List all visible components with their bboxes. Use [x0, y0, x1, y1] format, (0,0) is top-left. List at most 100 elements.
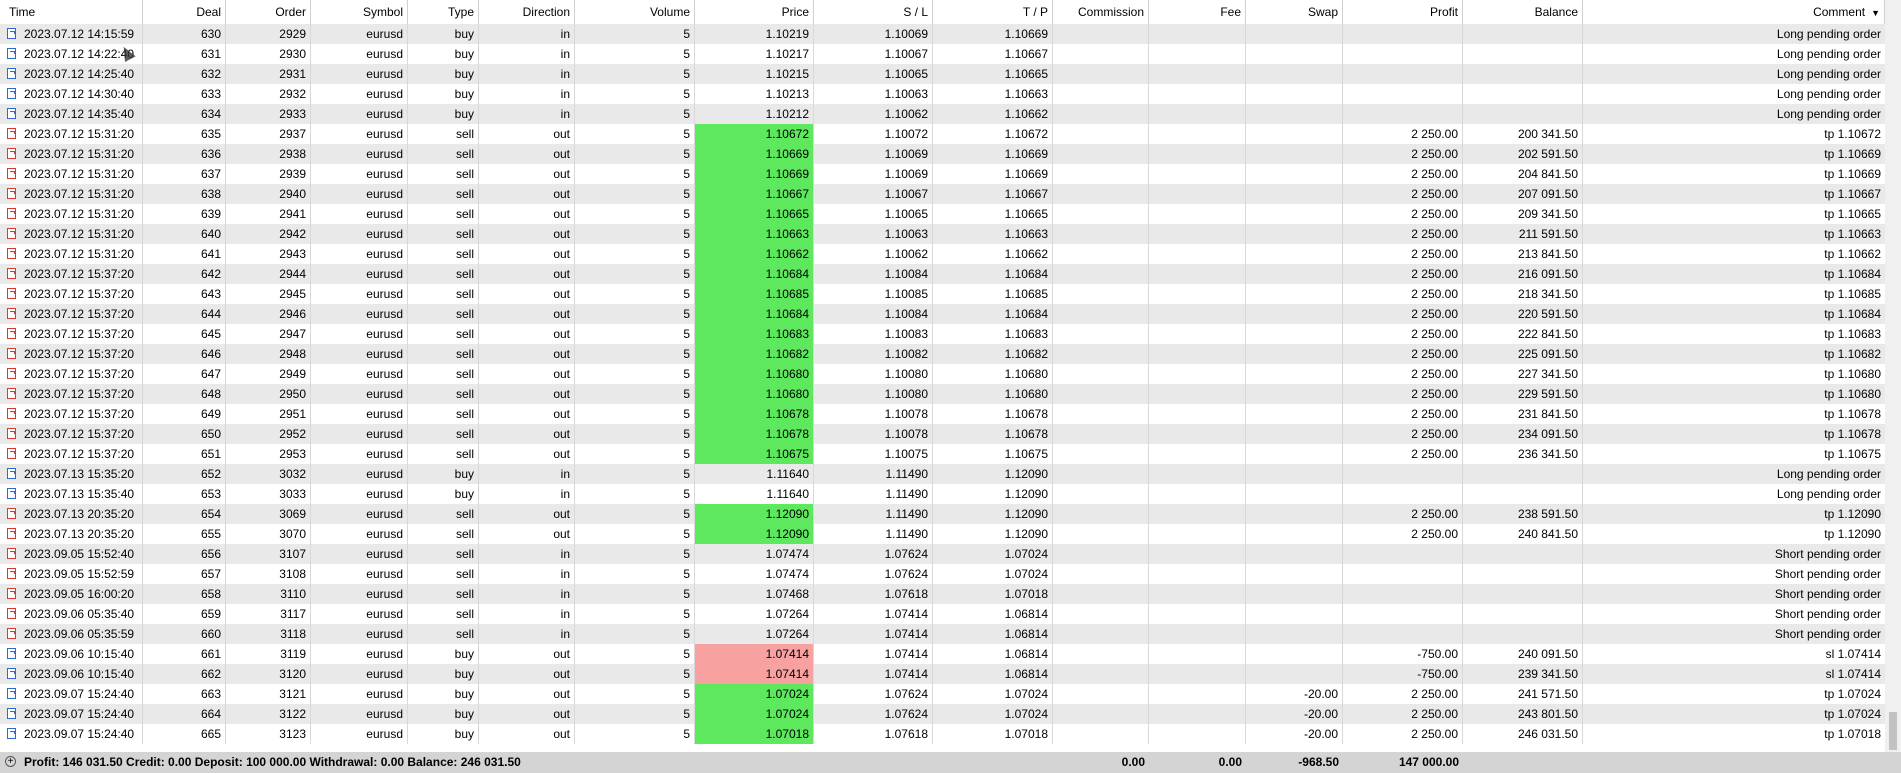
- table-row[interactable]: 2023.07.12 15:37:20 646 2948 eurusd sell out 5…: [0, 344, 1885, 364]
- col-header-sl[interactable]: S / L: [814, 0, 933, 24]
- table-row[interactable]: 2023.07.12 15:37:20 643 2945 eurusd sell out 5…: [0, 284, 1885, 304]
- cell-sl: 1.07414: [814, 604, 933, 624]
- col-header-balance[interactable]: Balance: [1463, 0, 1583, 24]
- table-row[interactable]: 2023.09.06 05:35:59 660 3118 eurusd sell in 5 1…: [0, 624, 1885, 644]
- cell-tp: 1.10684: [933, 304, 1053, 324]
- table-row[interactable]: 2023.07.12 14:35:40 634 2933 eurusd buy in 5 1.…: [0, 104, 1885, 124]
- table-row[interactable]: 2023.07.12 15:37:20 648 2950 eurusd sell out 5…: [0, 384, 1885, 404]
- table-row[interactable]: 2023.07.13 15:35:20 652 3032 eurusd buy in 5 1.…: [0, 464, 1885, 484]
- table-row[interactable]: 2023.09.07 15:24:40 664 3122 eurusd buy out 5 1…: [0, 704, 1885, 724]
- cell-direction: out: [479, 504, 575, 524]
- table-row[interactable]: 2023.07.13 15:35:40 653 3033 eurusd buy in 5 1.…: [0, 484, 1885, 504]
- cell-tp: 1.06814: [933, 664, 1053, 684]
- table-row[interactable]: 2023.09.06 10:15:40 661 3119 eurusd buy out 5 1…: [0, 644, 1885, 664]
- cell-price: 1.10685: [695, 284, 814, 304]
- cell-symbol: eurusd: [311, 44, 408, 64]
- cell-time: 2023.09.06 05:35:40: [0, 604, 143, 624]
- table-row[interactable]: 2023.07.12 15:31:20 640 2942 eurusd sell out 5…: [0, 224, 1885, 244]
- table-row[interactable]: 2023.07.12 15:37:20 647 2949 eurusd sell out 5…: [0, 364, 1885, 384]
- table-row[interactable]: 2023.07.12 15:37:20 645 2947 eurusd sell out 5…: [0, 324, 1885, 344]
- cell-time: 2023.07.12 15:31:20: [0, 144, 143, 164]
- cell-commission: [1053, 124, 1149, 144]
- col-header-price[interactable]: Price: [695, 0, 814, 24]
- table-row[interactable]: 2023.07.12 15:37:20 644 2946 eurusd sell out 5…: [0, 304, 1885, 324]
- table-row[interactable]: 2023.07.12 15:37:20 642 2944 eurusd sell out 5…: [0, 264, 1885, 284]
- cell-volume: 5: [575, 564, 695, 584]
- table-row[interactable]: 2023.09.05 16:00:20 658 3110 eurusd sell in 5 1…: [0, 584, 1885, 604]
- col-header-tp[interactable]: T / P: [933, 0, 1053, 24]
- cell-sl: 1.10069: [814, 144, 933, 164]
- table-row[interactable]: 2023.07.12 14:30:40 633 2932 eurusd buy in 5 1.…: [0, 84, 1885, 104]
- cell-swap: [1246, 204, 1343, 224]
- vertical-scrollbar[interactable]: [1885, 0, 1901, 752]
- col-header-volume[interactable]: Volume: [575, 0, 695, 24]
- table-row[interactable]: 2023.09.07 15:24:40 665 3123 eurusd buy out 5 1…: [0, 724, 1885, 744]
- table-row[interactable]: 2023.07.12 15:31:20 636 2938 eurusd sell out 5…: [0, 144, 1885, 164]
- cell-time-text: 2023.07.12 15:37:20: [24, 307, 135, 321]
- cell-symbol: eurusd: [311, 584, 408, 604]
- cell-price: 1.10663: [695, 224, 814, 244]
- table-row[interactable]: 2023.07.12 14:25:40 632 2931 eurusd buy in 5 1.…: [0, 64, 1885, 84]
- cell-type: buy: [408, 684, 479, 704]
- table-row[interactable]: 2023.09.05 15:52:59 657 3108 eurusd sell in 5 1…: [0, 564, 1885, 584]
- col-header-type[interactable]: Type: [408, 0, 479, 24]
- cell-fee: [1149, 404, 1246, 424]
- cell-time: 2023.07.12 14:30:40: [0, 84, 143, 104]
- table-row[interactable]: 2023.09.05 15:52:40 656 3107 eurusd sell in 5 1…: [0, 544, 1885, 564]
- sell-deal-icon: [7, 388, 16, 399]
- expand-icon[interactable]: +: [5, 756, 16, 767]
- cell-deal: 638: [143, 184, 226, 204]
- cell-sl: 1.10065: [814, 204, 933, 224]
- table-row[interactable]: 2023.07.12 15:31:20 638 2940 eurusd sell out 5…: [0, 184, 1885, 204]
- cell-profit: [1343, 64, 1463, 84]
- cell-profit: 2 250.00: [1343, 504, 1463, 524]
- col-header-swap[interactable]: Swap: [1246, 0, 1343, 24]
- cell-fee: [1149, 184, 1246, 204]
- cell-time: 2023.07.13 15:35:20: [0, 464, 143, 484]
- table-row[interactable]: 2023.07.12 15:31:20 639 2941 eurusd sell out 5…: [0, 204, 1885, 224]
- cell-order: 2947: [226, 324, 311, 344]
- col-header-time[interactable]: Time: [0, 0, 143, 24]
- cell-commission: [1053, 584, 1149, 604]
- cell-time: 2023.07.13 20:35:20: [0, 524, 143, 544]
- col-header-commission[interactable]: Commission: [1053, 0, 1149, 24]
- cell-price: 1.10672: [695, 124, 814, 144]
- cell-type: buy: [408, 64, 479, 84]
- cell-price: 1.10665: [695, 204, 814, 224]
- col-header-direction[interactable]: Direction: [479, 0, 575, 24]
- table-row[interactable]: 2023.07.12 15:31:20 635 2937 eurusd sell out 5…: [0, 124, 1885, 144]
- cell-type: sell: [408, 324, 479, 344]
- cell-price: 1.10667: [695, 184, 814, 204]
- profit-total: 147 000.00: [1398, 755, 1459, 769]
- col-header-profit[interactable]: Profit: [1343, 0, 1463, 24]
- col-header-fee[interactable]: Fee: [1149, 0, 1246, 24]
- cell-deal: 650: [143, 424, 226, 444]
- table-row[interactable]: 2023.09.07 15:24:40 663 3121 eurusd buy out 5 1…: [0, 684, 1885, 704]
- cell-comment: tp 1.10665: [1824, 207, 1881, 221]
- col-header-symbol[interactable]: Symbol: [311, 0, 408, 24]
- cell-time: 2023.07.12 15:37:20: [0, 404, 143, 424]
- cell-comment: tp 1.10678: [1824, 407, 1881, 421]
- cell-deal: 632: [143, 64, 226, 84]
- cell-time: 2023.07.12 15:37:20: [0, 284, 143, 304]
- table-row[interactable]: 2023.07.12 15:37:20 649 2951 eurusd sell out 5…: [0, 404, 1885, 424]
- table-row[interactable]: 2023.07.12 15:31:20 637 2939 eurusd sell out 5…: [0, 164, 1885, 184]
- cell-time: 2023.09.05 16:00:20: [0, 584, 143, 604]
- cell-comment: tp 1.10667: [1824, 187, 1881, 201]
- cell-price: 1.07264: [695, 624, 814, 644]
- table-row[interactable]: 2023.07.12 14:22:40 631 2930 eurusd buy in 5 1.…: [0, 44, 1885, 64]
- col-header-deal[interactable]: Deal: [143, 0, 226, 24]
- table-row[interactable]: 2023.07.13 20:35:20 654 3069 eurusd sell out 5…: [0, 504, 1885, 524]
- table-row[interactable]: 2023.09.06 05:35:40 659 3117 eurusd sell in 5 1…: [0, 604, 1885, 624]
- table-row[interactable]: 2023.09.06 10:15:40 662 3120 eurusd buy out 5 1…: [0, 664, 1885, 684]
- cell-profit: [1343, 544, 1463, 564]
- table-row[interactable]: 2023.07.12 15:31:20 641 2943 eurusd sell out 5…: [0, 244, 1885, 264]
- table-row[interactable]: 2023.07.13 20:35:20 655 3070 eurusd sell out 5…: [0, 524, 1885, 544]
- col-header-comment[interactable]: Comment ▼: [1583, 0, 1885, 24]
- table-row[interactable]: 2023.07.12 14:15:59 630 2929 eurusd buy in 5 1.…: [0, 24, 1885, 44]
- cell-fee: [1149, 24, 1246, 44]
- table-row[interactable]: 2023.07.12 15:37:20 651 2953 eurusd sell out 5…: [0, 444, 1885, 464]
- col-header-order[interactable]: Order: [226, 0, 311, 24]
- scrollbar-thumb[interactable]: [1889, 712, 1897, 750]
- table-row[interactable]: 2023.07.12 15:37:20 650 2952 eurusd sell out 5…: [0, 424, 1885, 444]
